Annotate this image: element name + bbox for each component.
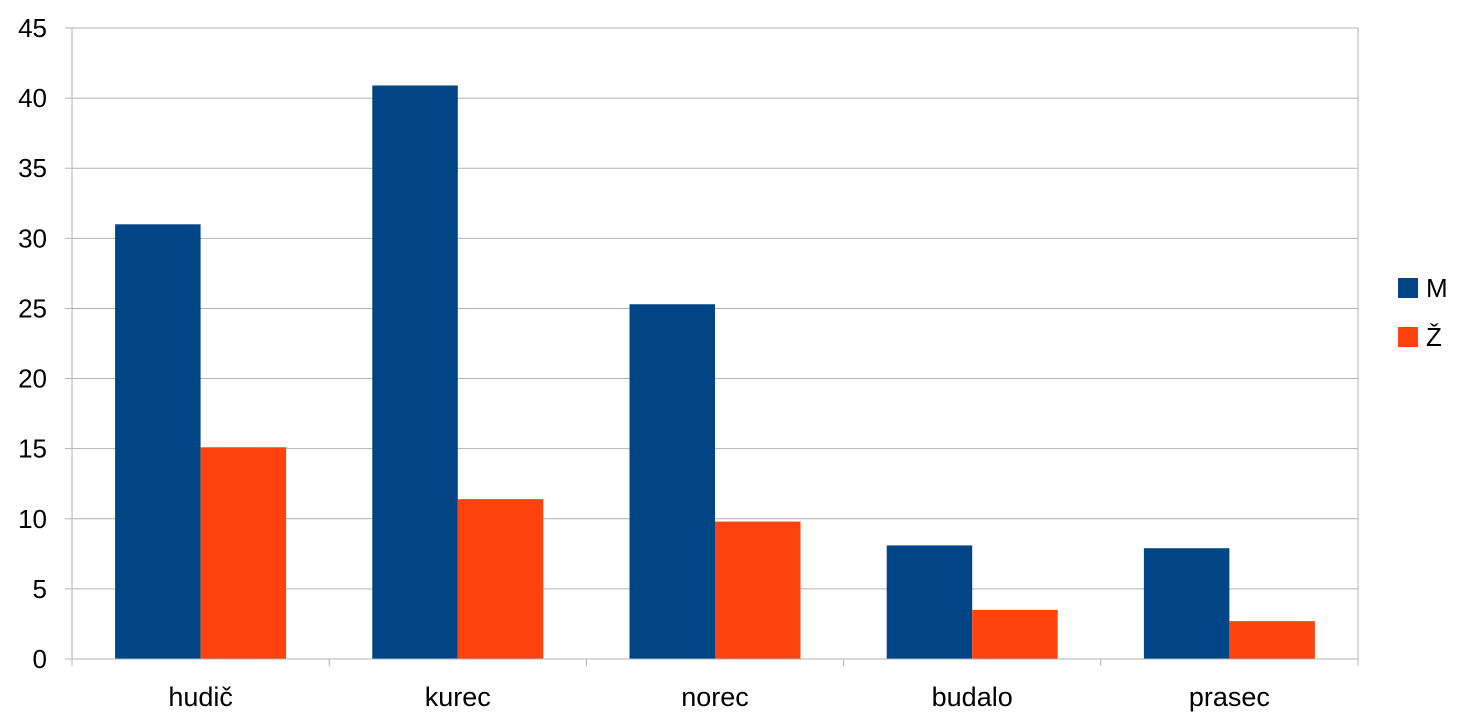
- legend: MŽ: [1398, 273, 1448, 352]
- y-tick-label: 20: [18, 364, 47, 394]
- x-category-label: prasec: [1189, 682, 1270, 712]
- y-tick-label: 35: [18, 153, 47, 183]
- axes: [65, 27, 1359, 666]
- y-tick-label: 25: [18, 293, 47, 323]
- y-tick-label: 15: [18, 434, 47, 464]
- bar-m-0: [115, 224, 201, 660]
- legend-swatch: [1398, 278, 1418, 298]
- bar-m-2: [629, 304, 715, 659]
- y-tick-label: 45: [18, 13, 47, 43]
- bar-z-4: [1229, 621, 1315, 659]
- y-tick-label: 30: [18, 223, 47, 253]
- y-tick-label: 5: [33, 574, 47, 604]
- x-category-labels: hudič kurec norec budalo prasec: [168, 682, 1270, 712]
- bar-z-2: [715, 521, 801, 659]
- bar-m-1: [372, 85, 458, 660]
- x-category-label: budalo: [932, 682, 1013, 712]
- x-category-label: kurec: [425, 682, 491, 712]
- bar-m-4: [1143, 548, 1230, 659]
- y-tick-label: 40: [18, 83, 47, 113]
- bar-z-1: [457, 499, 544, 659]
- legend-label: M: [1426, 273, 1448, 303]
- x-category-label: norec: [681, 682, 749, 712]
- legend-swatch: [1398, 327, 1418, 347]
- bar-z-0: [200, 447, 287, 659]
- bar-z-3: [972, 609, 1058, 659]
- legend-label: Ž: [1426, 322, 1442, 352]
- x-category-label: hudič: [168, 682, 233, 712]
- y-tick-label: 0: [33, 644, 47, 674]
- bar-m-3: [886, 545, 973, 659]
- y-tick-label: 10: [18, 504, 47, 534]
- bars: [115, 85, 1315, 660]
- y-tick-labels: 0 5 10 15 20 25 30 35 40 45: [18, 13, 47, 674]
